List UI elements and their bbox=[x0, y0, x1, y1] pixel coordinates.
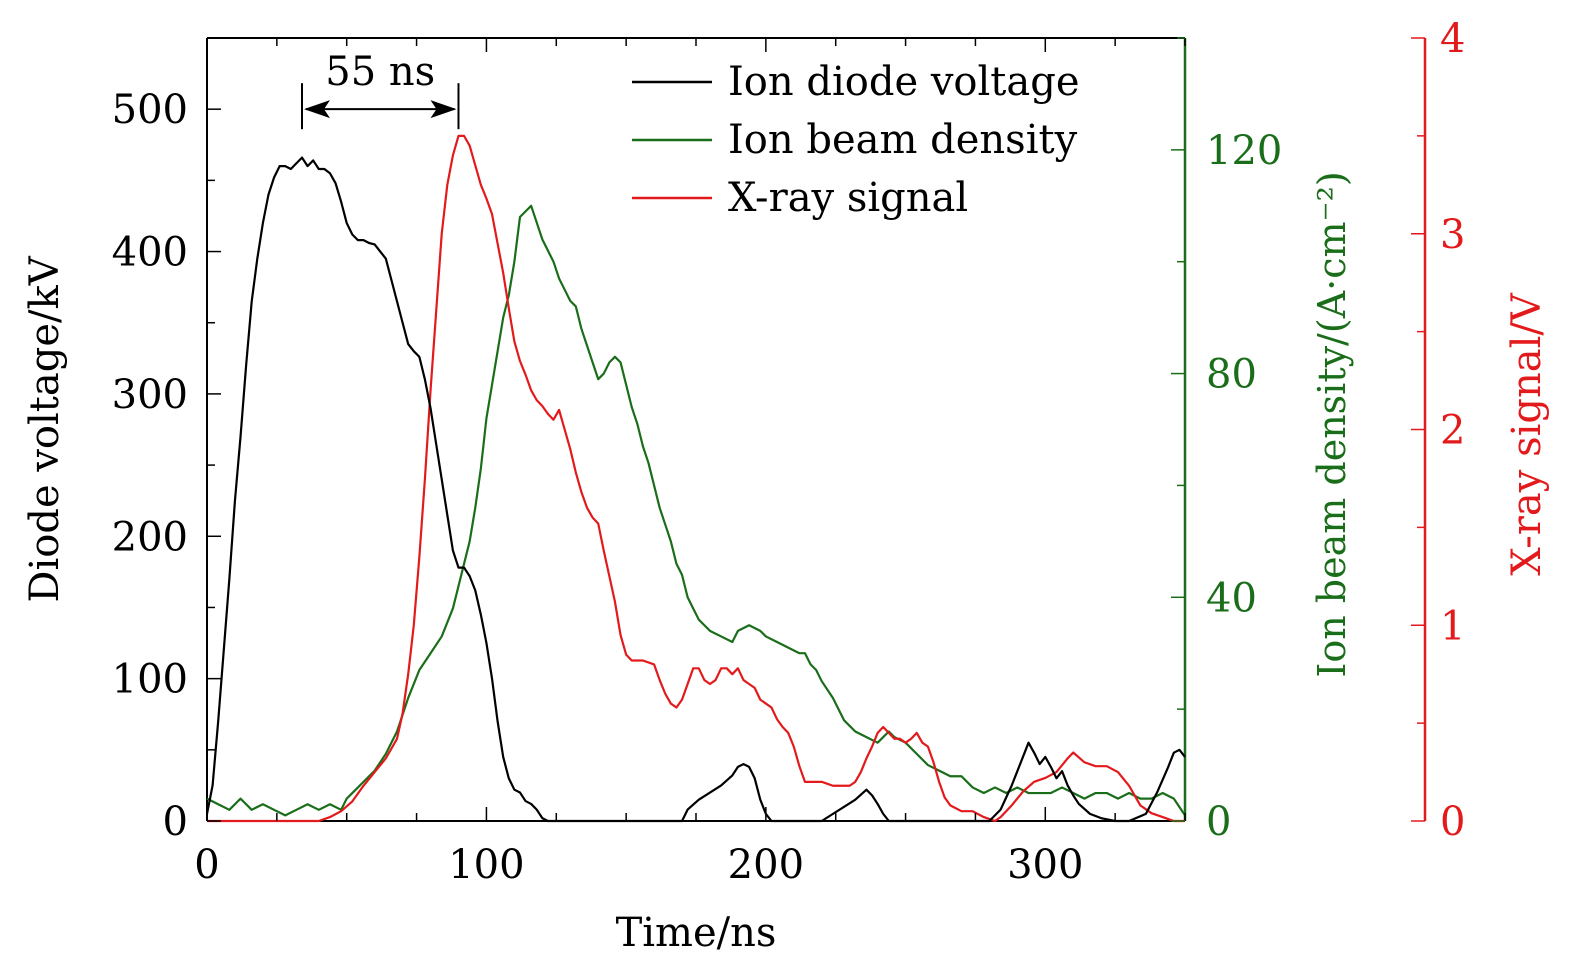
annotation-arrowhead-right bbox=[430, 100, 457, 119]
annotation-label: 55 ns bbox=[325, 49, 435, 95]
left-tick-label: 300 bbox=[112, 372, 188, 418]
series-layer bbox=[205, 134, 1186, 823]
density-axis-title: Ion beam density/(A·cm⁻²) bbox=[1310, 171, 1354, 677]
series-line-ion-diode-voltage bbox=[205, 156, 1186, 823]
x-tick-label: 100 bbox=[448, 842, 524, 888]
left-tick-label: 100 bbox=[112, 657, 188, 703]
series-line-ion-beam-density bbox=[206, 204, 1186, 817]
axis-labels: Time/ns Diode voltage/kV Ion beam density/… bbox=[22, 171, 1550, 956]
left-tick-label: 200 bbox=[112, 514, 188, 560]
x-tick-label: 0 bbox=[194, 842, 219, 888]
legend: Ion diode voltage Ion beam density X-ray s… bbox=[632, 59, 1080, 221]
density-tick-label: 0 bbox=[1206, 799, 1231, 845]
left-tick-label: 400 bbox=[112, 230, 188, 276]
series-line-x-ray-signal bbox=[207, 134, 1185, 823]
xray-tick-label: 3 bbox=[1440, 212, 1465, 258]
axes-layer: 0 100 200 300 0 100 200 300 400 500 0 40 80 120 0 1 2 3 4 bbox=[112, 16, 1466, 888]
legend-label: X-ray signal bbox=[728, 175, 968, 221]
legend-label: Ion beam density bbox=[728, 117, 1078, 163]
xray-tick-label: 1 bbox=[1440, 603, 1465, 649]
left-axis-title: Diode voltage/kV bbox=[22, 255, 68, 602]
xray-tick-label: 0 bbox=[1440, 799, 1465, 845]
density-tick-label: 80 bbox=[1206, 352, 1257, 398]
density-tick-label: 120 bbox=[1206, 128, 1282, 174]
left-tick-label: 0 bbox=[163, 799, 188, 845]
x-tick-label: 200 bbox=[728, 842, 804, 888]
xray-tick-label: 4 bbox=[1440, 16, 1465, 62]
annotation-arrowhead-left bbox=[304, 100, 331, 119]
left-tick-label: 500 bbox=[112, 87, 188, 133]
annotation-layer: 55 ns bbox=[301, 49, 460, 130]
xray-axis-title: X-ray signal/V bbox=[1504, 292, 1550, 576]
x-axis-title: Time/ns bbox=[616, 910, 777, 956]
density-tick-label: 40 bbox=[1206, 575, 1257, 621]
x-tick-label: 300 bbox=[1007, 842, 1083, 888]
legend-label: Ion diode voltage bbox=[728, 59, 1080, 105]
xray-tick-label: 2 bbox=[1440, 408, 1465, 454]
